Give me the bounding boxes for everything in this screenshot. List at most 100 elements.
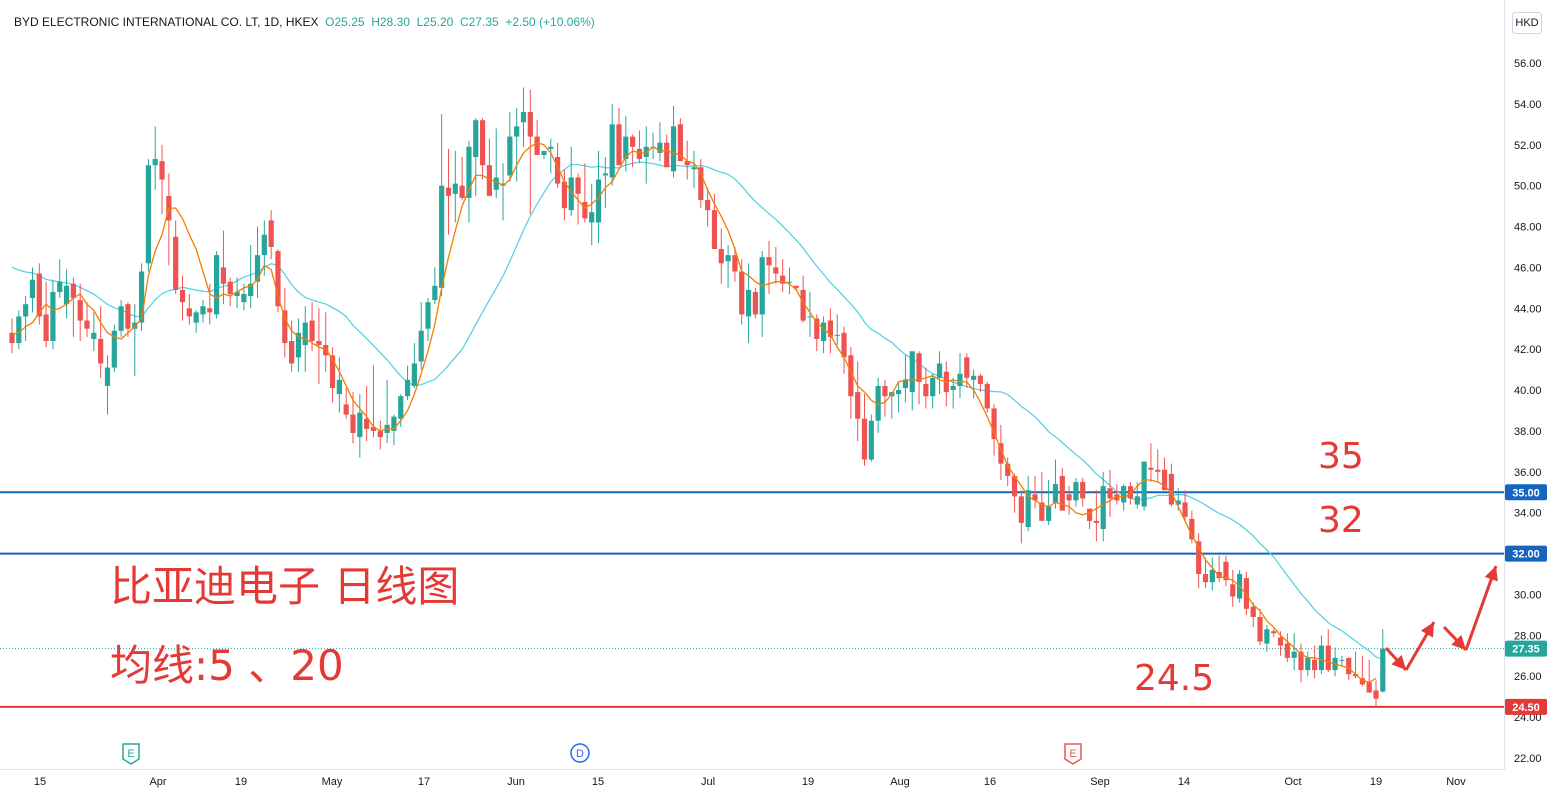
candle-body bbox=[827, 320, 833, 337]
price-tick-label: 42.00 bbox=[1514, 344, 1542, 356]
candle-body bbox=[1359, 678, 1365, 685]
projection-arrowhead bbox=[1391, 654, 1406, 670]
candle-body bbox=[1107, 488, 1113, 499]
candle-body bbox=[875, 385, 881, 421]
candle-body bbox=[820, 322, 827, 341]
candle-body bbox=[452, 183, 458, 194]
currency-button[interactable]: HKD bbox=[1512, 12, 1542, 34]
candle-body bbox=[643, 146, 649, 158]
candle-body bbox=[16, 316, 22, 344]
price-badge-label: 24.50 bbox=[1512, 702, 1540, 714]
candle-body bbox=[1011, 475, 1018, 497]
candle-body bbox=[1100, 486, 1106, 530]
candle-body bbox=[152, 159, 158, 166]
candle-body bbox=[282, 310, 288, 344]
candle-body bbox=[636, 148, 643, 160]
candle-body bbox=[1086, 508, 1093, 521]
candle-body bbox=[23, 304, 29, 317]
candle-body bbox=[241, 293, 247, 303]
time-tick-label: 15 bbox=[592, 776, 604, 788]
candle-body bbox=[568, 177, 574, 211]
time-tick-label: Sep bbox=[1090, 776, 1110, 788]
candle-body bbox=[145, 165, 151, 264]
candle-body bbox=[36, 273, 42, 317]
candle-body bbox=[698, 167, 704, 200]
time-tick-label: 14 bbox=[1178, 776, 1190, 788]
candle-body bbox=[896, 390, 902, 395]
candle-body bbox=[186, 308, 192, 317]
candle-body bbox=[855, 392, 861, 419]
price-tick-label: 44.00 bbox=[1514, 303, 1542, 315]
price-tick-label: 24.00 bbox=[1514, 712, 1542, 724]
candle-body bbox=[91, 332, 97, 339]
close-value: C27.35 bbox=[459, 15, 499, 29]
time-tick-label: Apr bbox=[149, 776, 166, 788]
candle-body bbox=[1066, 494, 1072, 501]
candle-body bbox=[486, 165, 492, 196]
candle-body bbox=[514, 126, 520, 137]
price-tick-label: 22.00 bbox=[1514, 753, 1542, 765]
candle-body bbox=[800, 289, 806, 321]
ma20-line bbox=[11, 161, 1383, 660]
candle-body bbox=[98, 338, 104, 364]
annotation-level-32: 32 bbox=[1318, 500, 1364, 541]
candle-body bbox=[555, 157, 561, 184]
projection-arrowhead bbox=[1451, 635, 1466, 650]
candle-body bbox=[1080, 482, 1086, 499]
candle-body bbox=[1257, 616, 1263, 642]
candle-body bbox=[370, 426, 377, 431]
candle-body bbox=[1284, 643, 1290, 658]
candle-body bbox=[316, 341, 322, 346]
dividend-event-label: D bbox=[576, 748, 584, 760]
candle-body bbox=[466, 146, 472, 198]
candle-body bbox=[718, 249, 724, 264]
time-tick-label: Jul bbox=[701, 776, 715, 788]
candle-body bbox=[1039, 502, 1045, 521]
candle-body bbox=[998, 443, 1004, 464]
candle-body bbox=[1291, 651, 1297, 658]
candle-body bbox=[1127, 486, 1134, 499]
candle-body bbox=[404, 379, 411, 397]
price-axis-border bbox=[1504, 0, 1505, 770]
candle-body bbox=[609, 124, 615, 178]
price-tick-label: 28.00 bbox=[1514, 630, 1542, 642]
candle-body bbox=[302, 322, 308, 346]
annotation-level-245: 24.5 bbox=[1134, 658, 1215, 699]
candle-body bbox=[527, 112, 533, 137]
candle-body bbox=[623, 136, 629, 160]
candle-body bbox=[214, 255, 220, 315]
candle-body bbox=[745, 289, 752, 317]
candle-body bbox=[677, 124, 683, 162]
candle-body bbox=[1189, 518, 1195, 540]
candle-body bbox=[589, 212, 595, 223]
candle-body bbox=[432, 285, 438, 301]
candle-body bbox=[77, 300, 83, 321]
candle-body bbox=[179, 289, 186, 303]
candle-body bbox=[445, 187, 452, 196]
candle-body bbox=[459, 185, 465, 198]
candle-body bbox=[1005, 463, 1011, 476]
candle-body bbox=[602, 173, 608, 176]
candle-body bbox=[773, 267, 779, 274]
candle-body bbox=[1380, 648, 1386, 692]
candle-body bbox=[902, 379, 909, 389]
candle-body bbox=[1318, 645, 1325, 671]
candle-body bbox=[425, 302, 431, 329]
time-tick-label: Aug bbox=[890, 776, 910, 788]
candle-body bbox=[861, 418, 868, 460]
candle-body bbox=[329, 355, 336, 389]
candle-body bbox=[132, 322, 138, 329]
candle-body bbox=[200, 306, 206, 315]
candle-body bbox=[1114, 494, 1120, 501]
candle-body bbox=[1018, 496, 1024, 523]
candle-body bbox=[616, 124, 622, 166]
candle-body bbox=[1325, 645, 1331, 671]
price-tick-label: 52.00 bbox=[1514, 140, 1542, 152]
candle-body bbox=[493, 177, 499, 190]
candle-body bbox=[984, 383, 990, 409]
time-axis-border bbox=[0, 769, 1504, 770]
candle-body bbox=[657, 142, 663, 153]
candle-body bbox=[50, 291, 56, 341]
